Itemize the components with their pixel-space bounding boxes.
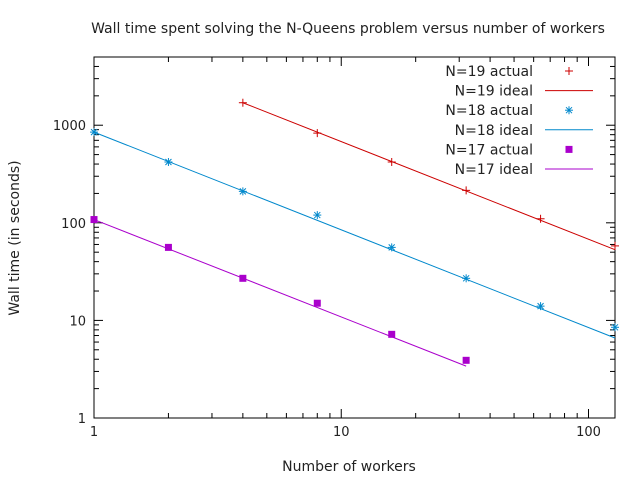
data-point	[462, 274, 471, 283]
data-point	[536, 302, 545, 311]
data-point	[90, 128, 98, 137]
ideal-line	[93, 131, 616, 339]
data-point	[313, 299, 321, 307]
data-point	[164, 243, 172, 251]
legend-marker-swatch	[565, 145, 573, 153]
x-axis-label: Number of workers	[282, 459, 416, 475]
ideal-lines	[93, 102, 616, 367]
data-point	[388, 330, 396, 338]
data-point	[239, 274, 247, 282]
y-tick-label: 10	[69, 314, 86, 329]
data-point	[536, 214, 545, 223]
x-tick-label: 100	[576, 425, 601, 440]
x-tick-label: 10	[333, 425, 350, 440]
data-point	[611, 241, 619, 250]
x-tick-label: 1	[90, 425, 98, 440]
plot-frame	[93, 56, 616, 419]
legend-label: N=19 actual	[445, 64, 533, 80]
y-tick-label: 1	[78, 412, 86, 427]
legend-label: N=17 ideal	[455, 162, 533, 178]
legend-label: N=18 ideal	[455, 123, 533, 139]
y-tick-label: 100	[61, 217, 86, 232]
ideal-line	[242, 102, 616, 251]
data-point	[611, 323, 619, 332]
legend-label: N=18 actual	[445, 103, 533, 119]
legend: N=19 actual N=19 ideal N=18 actual N=18 ide…	[445, 64, 593, 178]
axis-ticks: 1 10 100 1 10 100 1000	[53, 57, 615, 440]
data-points	[90, 98, 619, 364]
data-point	[90, 216, 98, 224]
legend-marker-swatch	[565, 106, 573, 115]
y-tick-label: 1000	[53, 119, 86, 134]
chart-title: Wall time spent solving the N-Queens pro…	[91, 21, 605, 37]
data-point	[313, 129, 322, 138]
data-point	[238, 98, 247, 107]
data-point	[238, 187, 247, 196]
y-axis-label: Wall time (in seconds)	[7, 160, 23, 315]
data-point	[164, 157, 173, 166]
data-point	[387, 157, 396, 166]
legend-label: N=17 actual	[445, 142, 533, 158]
data-point	[462, 186, 471, 195]
legend-label: N=19 ideal	[455, 84, 533, 100]
data-point	[313, 211, 322, 220]
data-point	[387, 243, 396, 252]
legend-marker-swatch	[565, 67, 573, 75]
data-point	[462, 356, 470, 364]
ideal-line	[93, 219, 467, 367]
